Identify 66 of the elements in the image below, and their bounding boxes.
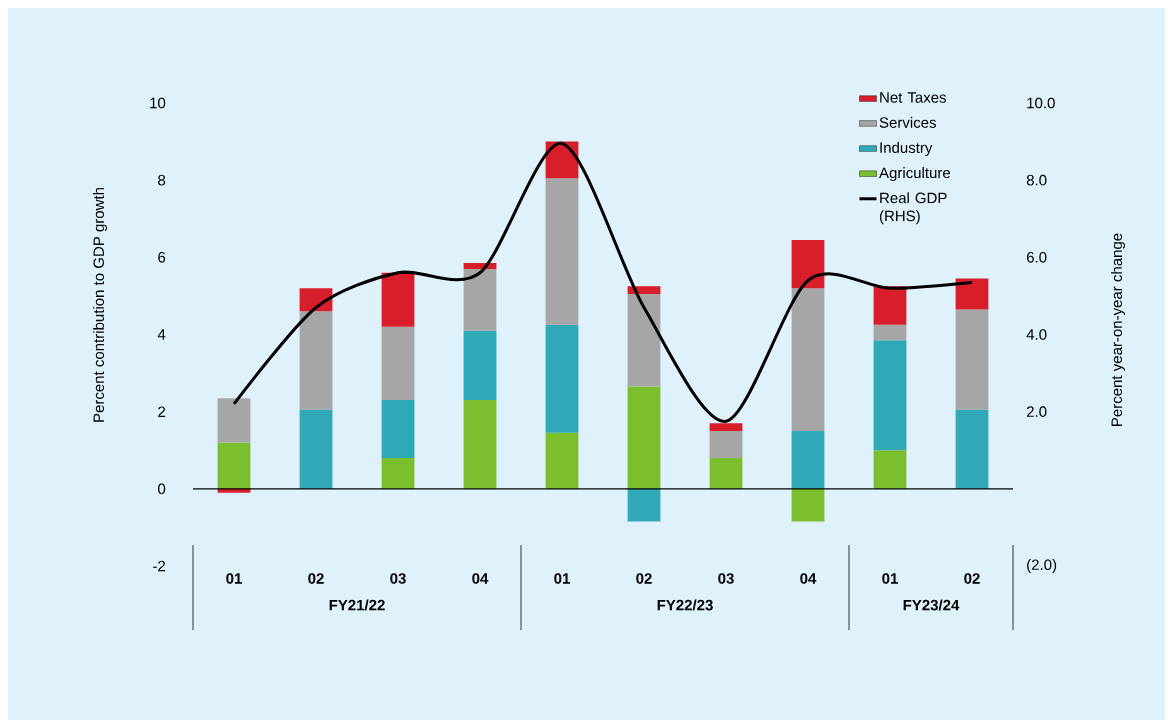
bar (463, 330, 497, 401)
bar (955, 309, 989, 410)
x-tick-label: 04 (800, 573, 817, 584)
text: FY23/24 (903, 599, 960, 611)
bar (709, 430, 743, 458)
bar (627, 488, 661, 522)
bar (791, 239, 825, 289)
bar (955, 278, 989, 310)
y-axis-title: Percent contribution to GDP growth (93, 188, 107, 422)
bar (709, 423, 743, 431)
x-tick-label: 02 (308, 573, 324, 584)
x-tick-label: 02 (636, 573, 652, 584)
y-tick-label: -2 (153, 560, 166, 572)
y2-tick-label: 6.0 (1026, 252, 1047, 263)
legend-label: Services (879, 116, 936, 128)
y-tick-label: 8 (158, 174, 166, 186)
bar (299, 311, 333, 410)
y2-tick-label: 2.0 (1026, 406, 1047, 417)
legend-label: Net Taxes (880, 92, 946, 103)
x-tick-label: 02 (964, 573, 980, 584)
y2-tick-label: 10.0 (1027, 97, 1055, 109)
bar (709, 457, 743, 489)
bar (381, 272, 415, 327)
bar (627, 386, 661, 489)
x-tick-label: 03 (390, 573, 406, 584)
y2-tick-label: 4.0 (1026, 329, 1047, 340)
bar (791, 288, 825, 431)
bar (873, 340, 907, 451)
line-series (232, 142, 974, 423)
y-tick-label: 4 (157, 329, 166, 340)
y-tick-label: 2 (158, 406, 166, 417)
y2-axis-title: Percent year-on-year change (1111, 233, 1125, 426)
bar (955, 409, 989, 489)
bar (545, 324, 579, 433)
bar (627, 293, 661, 387)
bar (545, 432, 579, 489)
legend-label: Real GDP (RHS) (879, 192, 947, 225)
bar (381, 457, 415, 489)
legend-label: Industry (880, 141, 933, 156)
bar (217, 398, 251, 443)
x-tick-label: 01 (226, 573, 242, 584)
bar (873, 324, 907, 341)
bar (381, 400, 415, 458)
bar (299, 409, 333, 489)
bar (463, 400, 497, 489)
bar (791, 430, 825, 489)
x-tick-label: 01 (554, 573, 570, 584)
legend-label: Agriculture (879, 167, 951, 182)
y-tick-label: 10 (150, 97, 166, 109)
x-tick-label: 01 (882, 573, 898, 584)
bar (381, 326, 415, 401)
bar (873, 286, 907, 325)
y2-tick-label: 8.0 (1026, 174, 1047, 186)
bar (217, 488, 251, 493)
x-tick-label: 03 (718, 573, 734, 584)
bar (791, 488, 825, 522)
text: FY21/22 (329, 599, 385, 611)
y2-tick-label: (2.0) (1027, 559, 1057, 573)
x-tick-label: 04 (472, 573, 489, 584)
text: FY22/23 (657, 599, 713, 611)
bar (545, 178, 579, 325)
bar (217, 442, 251, 489)
y-tick-label: 0 (158, 483, 166, 495)
bar (463, 268, 497, 331)
bar (873, 450, 907, 489)
y-tick-label: 6 (158, 252, 166, 263)
